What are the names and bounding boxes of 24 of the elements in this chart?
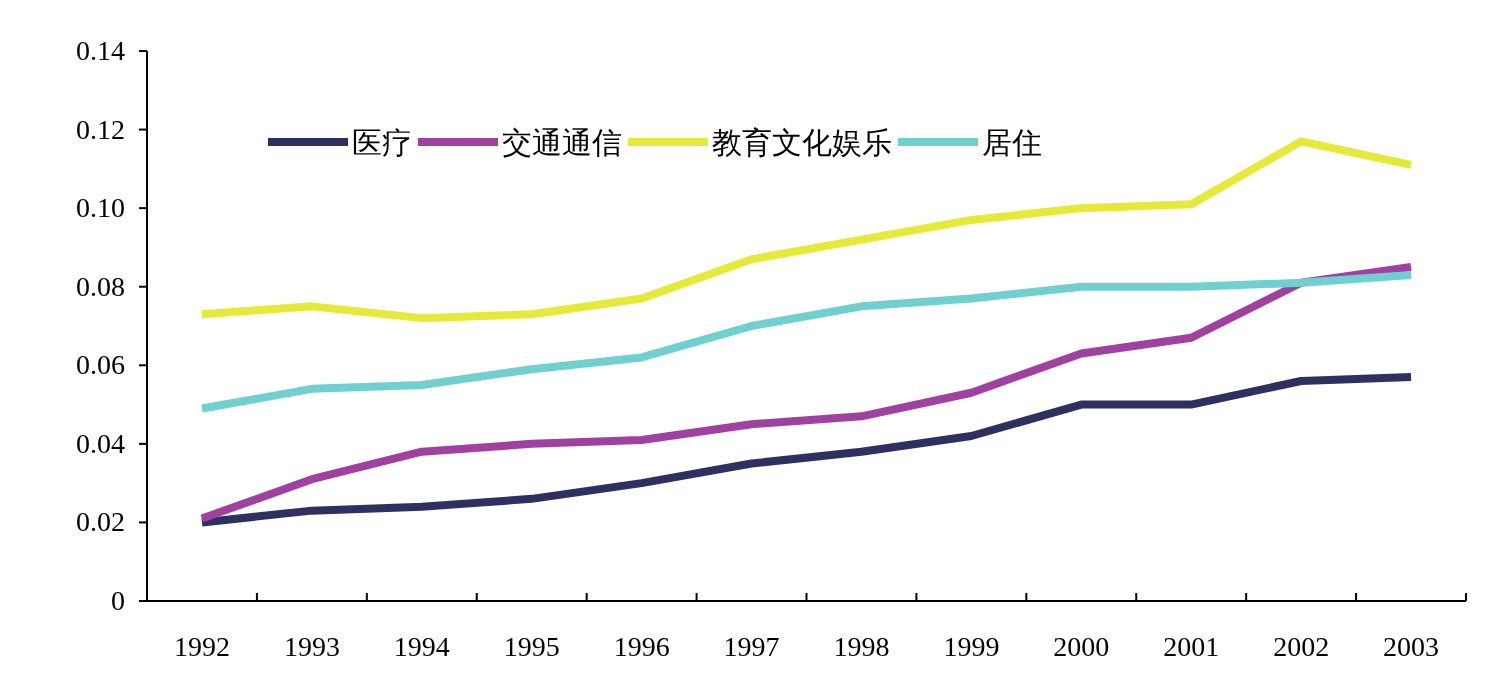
- y-tick-label: 0.06: [76, 349, 125, 381]
- x-tick-label: 1993: [283, 631, 340, 662]
- x-tick-label: 2000: [1053, 631, 1110, 662]
- legend-label: 医疗: [352, 126, 412, 159]
- x-tick-label: 1995: [503, 631, 560, 662]
- x-tick-label: 1992: [173, 631, 230, 662]
- legend-label: 教育文化娱乐: [712, 126, 892, 159]
- legend-label: 交通通信: [502, 126, 622, 159]
- x-tick-label: 1997: [723, 631, 780, 662]
- y-tick-label: 0.12: [76, 113, 125, 145]
- x-tick-label: 2001: [1163, 631, 1220, 662]
- y-tick-label: 0.02: [76, 506, 125, 538]
- y-tick-label: 0.14: [76, 35, 125, 66]
- x-tick-label: 1999: [943, 631, 1000, 662]
- x-tick-label: 2003: [1383, 631, 1440, 662]
- y-tick-label: 0.10: [76, 192, 125, 224]
- x-tick-label: 1996: [613, 631, 670, 662]
- y-tick-label: 0.04: [76, 427, 125, 459]
- x-tick-label: 2002: [1273, 631, 1330, 662]
- x-tick-label: 1994: [393, 631, 450, 662]
- x-tick-label: 1998: [833, 631, 890, 662]
- y-tick-label: 0: [111, 585, 125, 616]
- legend-label: 居住: [982, 126, 1042, 159]
- y-tick-label: 0.08: [76, 270, 125, 302]
